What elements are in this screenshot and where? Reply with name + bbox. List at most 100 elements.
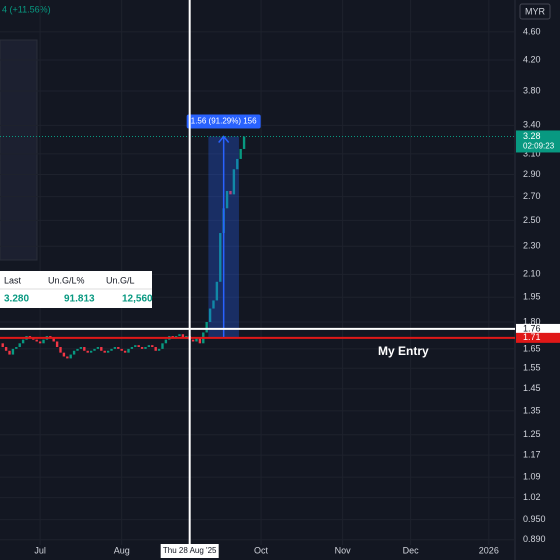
candle-body <box>62 352 66 357</box>
candle-body <box>76 348 79 351</box>
candle-body <box>127 348 130 353</box>
price-line-box <box>516 332 560 343</box>
candle-body <box>232 169 236 195</box>
last-price-box <box>516 130 560 153</box>
candle-body <box>1 343 4 348</box>
candle-body <box>134 345 137 348</box>
measure-label: 1.56 (91.29%) 156 <box>191 117 257 126</box>
currency-box <box>519 3 551 20</box>
x-tick-label: 2026 <box>479 545 499 555</box>
x-tick-label: Aug <box>114 545 130 555</box>
candle-body <box>89 350 93 353</box>
candle-body <box>110 348 113 351</box>
candle-body <box>137 345 140 348</box>
candle-body <box>59 347 62 353</box>
mini-panel <box>0 39 38 261</box>
y-tick-label: 2.70 <box>523 191 541 201</box>
candle-body <box>69 354 72 359</box>
candle-body <box>151 345 154 348</box>
countdown: 02:09:23 <box>523 142 555 151</box>
candle-body <box>79 347 83 349</box>
candle-body <box>15 347 18 349</box>
y-tick-label: 0.890 <box>523 534 546 544</box>
candle-body <box>86 350 89 353</box>
candle-body <box>8 350 11 355</box>
candle-body <box>83 347 86 351</box>
y-tick-label: 3.40 <box>523 120 541 130</box>
measure-box <box>186 114 261 129</box>
candle-body <box>96 347 100 349</box>
y-tick-label: 1.25 <box>523 429 541 439</box>
y-tick-label: 3.80 <box>523 85 541 95</box>
note: My Entry <box>378 344 429 358</box>
candle-body <box>21 339 25 344</box>
crosshair-label: Thu 28 Aug '25 <box>163 546 217 555</box>
candle-body <box>215 281 219 301</box>
y-tick-label: 3.10 <box>523 148 541 158</box>
candle-body <box>144 347 147 349</box>
candle-body <box>229 190 232 195</box>
candle-body <box>18 343 21 348</box>
table-header: Un.G/L <box>106 275 135 285</box>
candle-body <box>11 348 15 355</box>
y-tick-label: 2.90 <box>523 169 541 179</box>
y-tick-label: 1.02 <box>523 492 541 502</box>
candle-body <box>123 350 127 353</box>
x-tick-label: Dec <box>403 545 420 555</box>
x-tick-label: Oct <box>254 545 269 555</box>
candle-body <box>140 347 144 349</box>
candle-body <box>130 347 134 349</box>
candle-body <box>154 347 157 351</box>
y-tick-label: 1.80 <box>523 316 541 326</box>
candle-body <box>219 233 222 282</box>
price-line-box <box>516 323 560 334</box>
candle-body <box>236 158 239 170</box>
table-cell: 12,560 <box>122 294 153 305</box>
candle-body <box>35 339 38 342</box>
candle-body <box>195 337 198 342</box>
y-tick-label: 1.45 <box>523 383 541 393</box>
candle-body <box>52 337 55 342</box>
candle-body <box>42 339 45 344</box>
table-header: Un.G/L% <box>48 275 85 285</box>
y-tick-label: 4.60 <box>523 26 541 36</box>
candle-body <box>198 337 202 344</box>
candle-body <box>212 300 215 309</box>
y-tick-label: 1.35 <box>523 405 541 415</box>
candle-body <box>38 341 42 344</box>
candle-body <box>66 356 69 359</box>
candle-body <box>208 308 212 322</box>
candle-body <box>103 350 106 353</box>
y-tick-label: 1.17 <box>523 450 541 460</box>
candle-body <box>161 343 164 349</box>
y-tick-label: 1.55 <box>523 363 541 373</box>
y-tick-label: 1.09 <box>523 471 541 481</box>
header-change: 4 (+11.56%) <box>2 4 51 14</box>
y-tick-label: 1.65 <box>523 343 541 353</box>
x-tick-label: Jul <box>34 545 46 555</box>
candle-body <box>178 334 181 337</box>
table-cell: 91.813 <box>64 294 95 305</box>
x-tick-label: Nov <box>335 545 352 555</box>
y-tick-label: 1.95 <box>523 292 541 302</box>
candle-body <box>205 321 208 333</box>
last-price-label: 3.28 <box>523 131 541 141</box>
candle-body <box>147 345 151 348</box>
y-tick-label: 2.30 <box>523 241 541 251</box>
y-tick-label: 4.20 <box>523 54 541 64</box>
candle-body <box>106 350 110 353</box>
candle-body <box>239 148 242 159</box>
table-cell: 3.280 <box>4 294 29 305</box>
candle-body <box>120 348 123 351</box>
candle-body <box>225 190 229 209</box>
y-tick-label: 2.50 <box>523 215 541 225</box>
candle-body <box>93 348 96 351</box>
candle-body <box>117 347 120 349</box>
candle-body <box>181 334 185 338</box>
candle-body <box>164 339 168 344</box>
arrow-head <box>218 135 230 143</box>
candle-body <box>191 339 195 342</box>
y-tick-label: 2.10 <box>523 269 541 279</box>
candle-body <box>113 347 117 349</box>
currency: MYR <box>525 6 546 16</box>
